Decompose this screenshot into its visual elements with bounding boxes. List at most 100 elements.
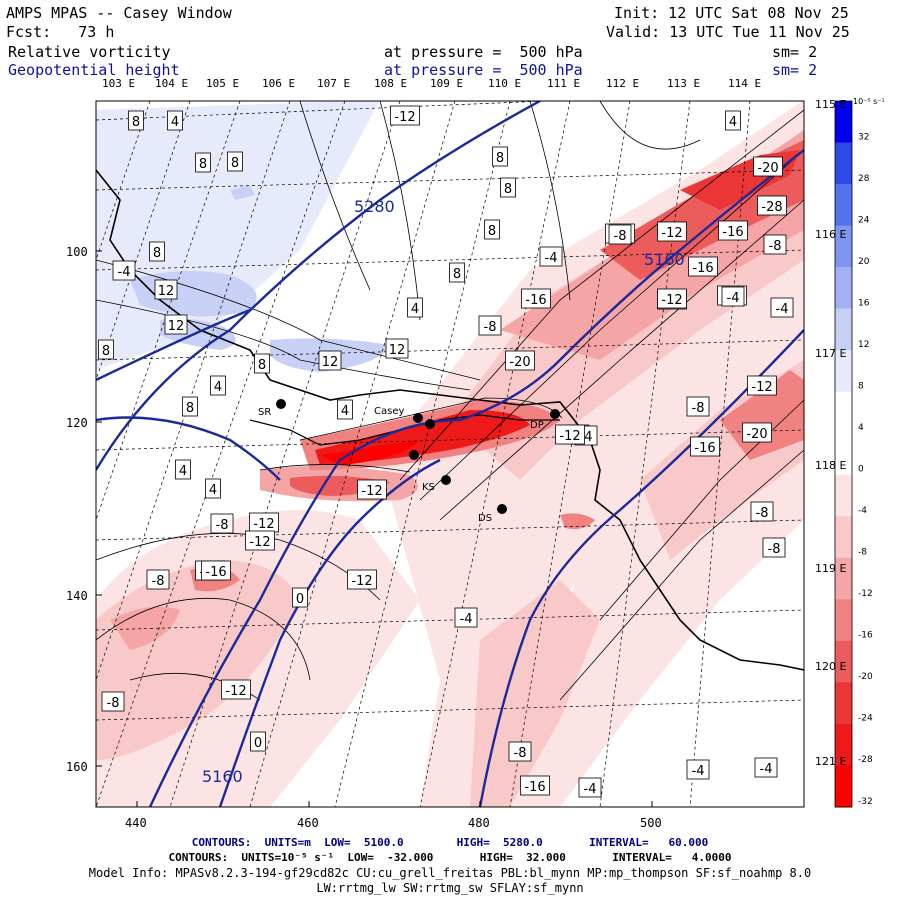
forecast-hour: Fcst: 73 h <box>6 23 115 41</box>
contour-label: -16 <box>694 441 715 456</box>
colorbar-swatch <box>835 682 852 725</box>
colorbar-label: 28 <box>858 174 870 184</box>
contour-label: -4 <box>545 251 558 266</box>
contour-label: -4 <box>776 302 789 317</box>
contour-label-box <box>508 741 532 762</box>
contour-label: -12 <box>661 293 682 308</box>
contour-label-box <box>385 338 409 359</box>
station-marker-ks <box>441 475 451 485</box>
contour-label-box <box>227 151 243 172</box>
geopotential-contours <box>96 101 804 807</box>
contour-label: -12 <box>351 574 372 589</box>
colorbar-label: -28 <box>858 755 873 765</box>
field-vorticity-label: Relative vorticity <box>8 43 171 61</box>
contour-label-box <box>690 436 720 457</box>
negative-vorticity-region <box>470 580 600 807</box>
contour-label: 0 <box>296 592 304 607</box>
contour-label: 12 <box>322 355 339 370</box>
right-lon-label: 121 E <box>815 755 846 768</box>
init-time: Init: 12 UTC Sat 08 Nov 25 <box>614 4 849 22</box>
lon-label: 111 E <box>547 77 581 90</box>
contour-label-box <box>657 288 687 309</box>
x-tick-label: 460 <box>297 816 319 830</box>
contour-label: 4 <box>411 302 419 317</box>
contour-label-box <box>718 220 748 241</box>
positive-vorticity-region <box>230 185 255 200</box>
contour-label: -4 <box>584 782 597 797</box>
colorbar-label: 8 <box>858 381 864 391</box>
contour-label-box <box>407 297 423 318</box>
station-label-ks: KS <box>422 482 435 493</box>
height-label: 5160 <box>644 250 685 269</box>
colorbar-label: 16 <box>858 298 870 308</box>
colorbar-swatch <box>835 765 852 808</box>
contour-label: -12 <box>253 517 274 532</box>
y-tick-label: 160 <box>66 760 88 774</box>
right-lon-label: 116 E <box>815 228 846 241</box>
contour-label: 8 <box>153 246 161 261</box>
contour-label-box <box>112 260 136 281</box>
x-tick-label: 480 <box>468 816 490 830</box>
contour-label: -8 <box>107 696 120 711</box>
contour-label: 4 <box>179 464 187 479</box>
lon-label: 113 E <box>667 77 701 90</box>
colorbar-label: -16 <box>858 631 873 641</box>
contour-label-box <box>578 777 602 798</box>
right-lon-label: 117 E <box>815 347 846 360</box>
right-lon-label: 115 E <box>815 98 846 111</box>
lon-label: 106 E <box>262 77 296 90</box>
station-marker-casey-2 <box>425 419 435 429</box>
contour-label: -4 <box>460 612 473 627</box>
contour-label: -8 <box>614 229 627 244</box>
contour-label: 4 <box>729 115 737 130</box>
y-tick-label: 100 <box>66 245 88 259</box>
negative-vorticity-region <box>720 370 804 460</box>
contour-label: -28 <box>761 200 782 215</box>
smoothing-vorticity: sm= 2 <box>772 43 818 61</box>
contour-label-box <box>555 424 585 445</box>
colorbar-label: 0 <box>858 465 864 475</box>
x-tick-label: 440 <box>125 816 147 830</box>
contour-label: -8 <box>768 542 781 557</box>
station-markers <box>276 399 560 514</box>
contour-label: -12 <box>225 684 246 699</box>
contour-label-box <box>195 152 211 173</box>
contour-label-box <box>149 241 165 262</box>
contour-label-box <box>721 286 745 307</box>
map-title: AMPS MPAS -- Casey Window <box>6 4 232 22</box>
contour-label: -8 <box>769 239 782 254</box>
colorbar-label: 12 <box>858 340 869 350</box>
contour-label-box <box>657 221 687 242</box>
contour-label: -20 <box>746 427 767 442</box>
contour-label: 12 <box>389 343 406 358</box>
contour-label: -12 <box>249 535 270 550</box>
contour-label-box <box>98 339 114 360</box>
contour-label-box <box>254 353 270 374</box>
colorbar-swatch <box>835 516 852 559</box>
colorbar-label: -32 <box>858 797 873 807</box>
footer-vorticity-contours: CONTOURS: UNITS=10⁻⁵ s⁻¹ LOW= -32.000 HI… <box>168 851 732 864</box>
contour-label-box <box>357 479 387 500</box>
contour-label-box <box>210 513 234 534</box>
colorbar-label: -24 <box>858 714 873 724</box>
contour-label: -16 <box>525 293 546 308</box>
contour-label-box <box>146 569 170 590</box>
contour-label-box <box>201 560 231 581</box>
colorbar-label: -20 <box>858 672 873 682</box>
contour-label: 4 <box>341 404 349 419</box>
contour-label: 8 <box>102 344 110 359</box>
contour-label-box <box>347 569 377 590</box>
colorbar-swatch <box>835 142 852 185</box>
contour-label: 8 <box>496 151 504 166</box>
colorbar-label: 32 <box>858 132 869 142</box>
contour-label-box <box>753 156 783 177</box>
contour-label-box <box>210 375 226 396</box>
lon-label: 103 E <box>102 77 136 90</box>
colorbar-swatch <box>835 557 852 600</box>
contour-label: -4 <box>760 762 773 777</box>
lon-label: 104 E <box>155 77 189 90</box>
contour-label-box <box>250 731 266 752</box>
contour-label-box <box>390 105 420 126</box>
contour-label: -12 <box>394 110 415 125</box>
contour-label: -16 <box>524 780 545 795</box>
